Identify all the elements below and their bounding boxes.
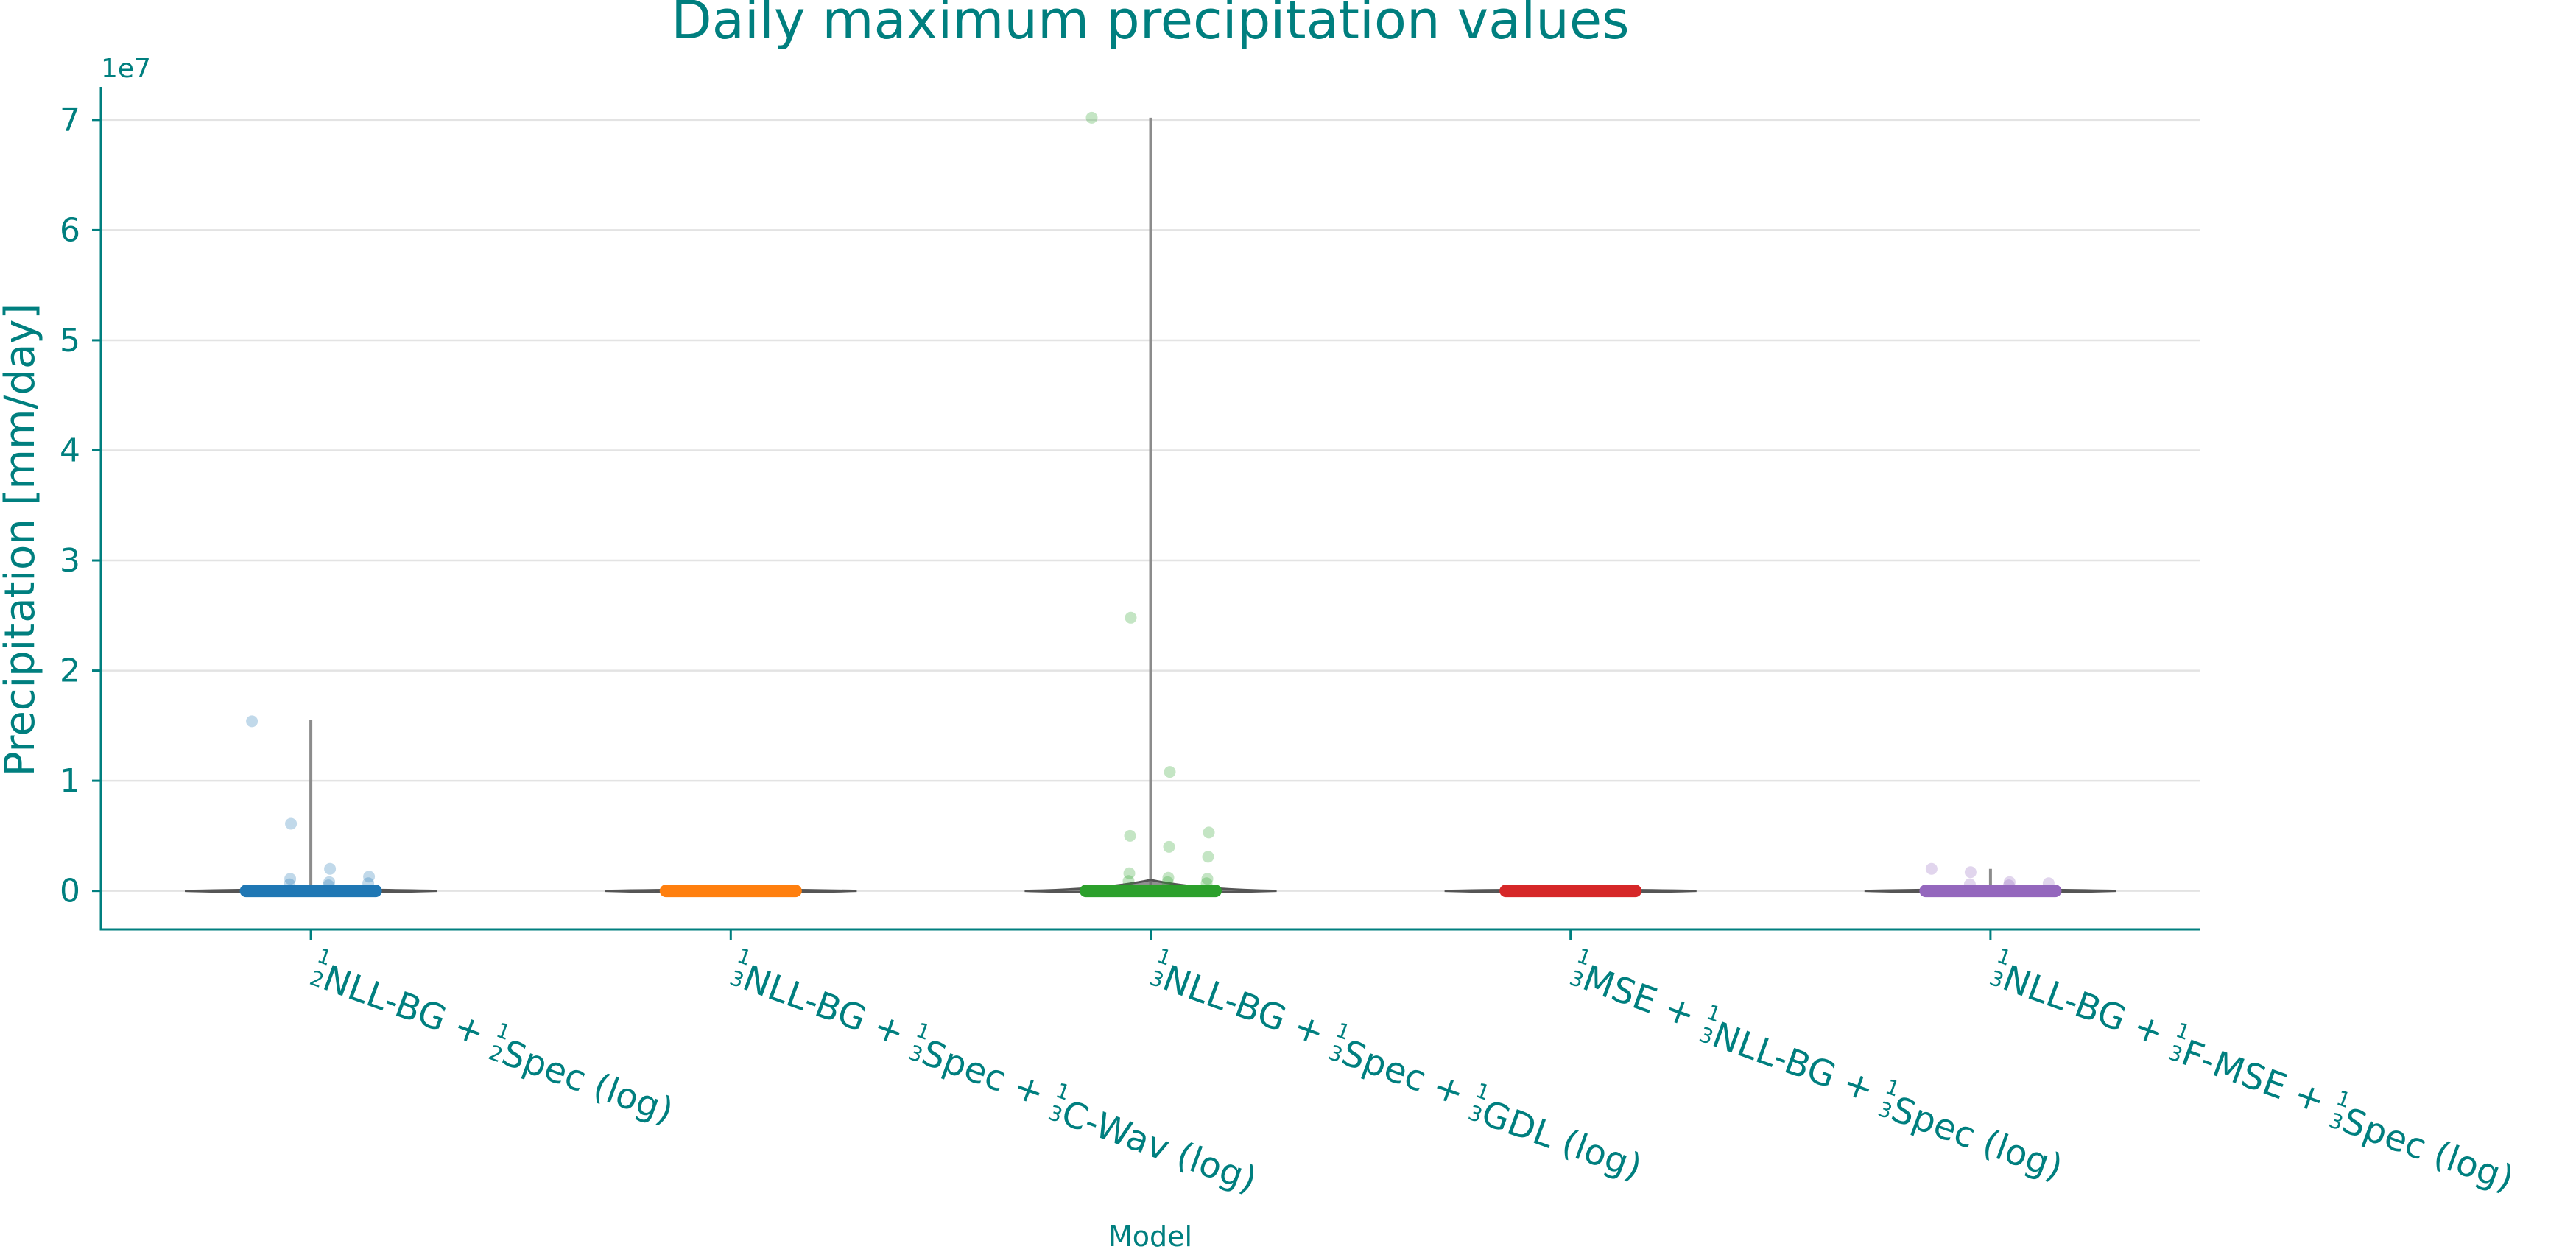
y-tick-label: 0	[60, 873, 80, 910]
outlier-point	[1164, 766, 1176, 778]
outlier-point	[1963, 878, 1976, 890]
outlier-point	[246, 715, 258, 728]
x-ticks: 12NLL-BG + 12Spec (log)13NLL-BG + 13Spec…	[302, 929, 2519, 1201]
outlier-point	[1124, 829, 1136, 842]
outlier-point	[1200, 877, 1213, 890]
y-tick-label: 3	[60, 542, 80, 580]
y-ticks: 0 1 2 3 4 5 6 7	[60, 102, 101, 910]
y-axis-title: Precipitation [mm/day]	[0, 303, 44, 777]
outlier-point	[2002, 879, 2015, 892]
outlier-point	[285, 817, 298, 830]
x-axis-title: Model	[1108, 1220, 1192, 1252]
svg-text:12NLL-BG + 12Spec (log): 12NLL-BG + 12Spec (log)	[302, 943, 686, 1132]
violin-group	[184, 715, 437, 898]
outlier-point	[1203, 826, 1215, 839]
outlier-point	[362, 877, 375, 890]
outlier-point	[1125, 611, 1137, 624]
chart-title: Daily maximum precipitation values	[671, 0, 1629, 51]
outlier-point	[363, 871, 376, 883]
outlier-point	[2003, 876, 2016, 888]
y-tick-label: 2	[60, 653, 80, 690]
outlier-point	[1123, 867, 1136, 879]
y-tick-label: 1	[60, 762, 80, 800]
x-tick-label: 12NLL-BG + 12Spec (log)	[302, 943, 686, 1132]
y-tick-label: 5	[60, 322, 80, 359]
outlier-point	[324, 862, 337, 875]
violin-group	[1864, 862, 2117, 898]
violin-group	[605, 885, 857, 898]
outlier-point	[1085, 111, 1098, 124]
y-tick-label: 4	[60, 432, 80, 469]
outlier-point	[1162, 871, 1175, 884]
outlier-point	[1163, 840, 1175, 853]
outlier-point	[1964, 866, 1977, 879]
outlier-point	[1201, 873, 1214, 885]
outlier-point	[1161, 876, 1174, 888]
violin-group	[1024, 111, 1277, 898]
outlier-point	[1925, 862, 1938, 875]
y-tick-label: 6	[60, 211, 80, 249]
plot-area	[184, 111, 2117, 898]
outlier-point	[323, 876, 336, 888]
outlier-point	[1202, 851, 1214, 863]
outlier-point	[2042, 877, 2055, 890]
outlier-point	[284, 878, 296, 890]
violin-group	[1444, 885, 1697, 898]
outlier-point	[323, 879, 335, 892]
y-tick-label: 7	[60, 102, 80, 139]
outlier-point	[1122, 875, 1135, 887]
y-offset-label: 1e7	[101, 54, 151, 84]
outlier-point	[284, 873, 297, 885]
